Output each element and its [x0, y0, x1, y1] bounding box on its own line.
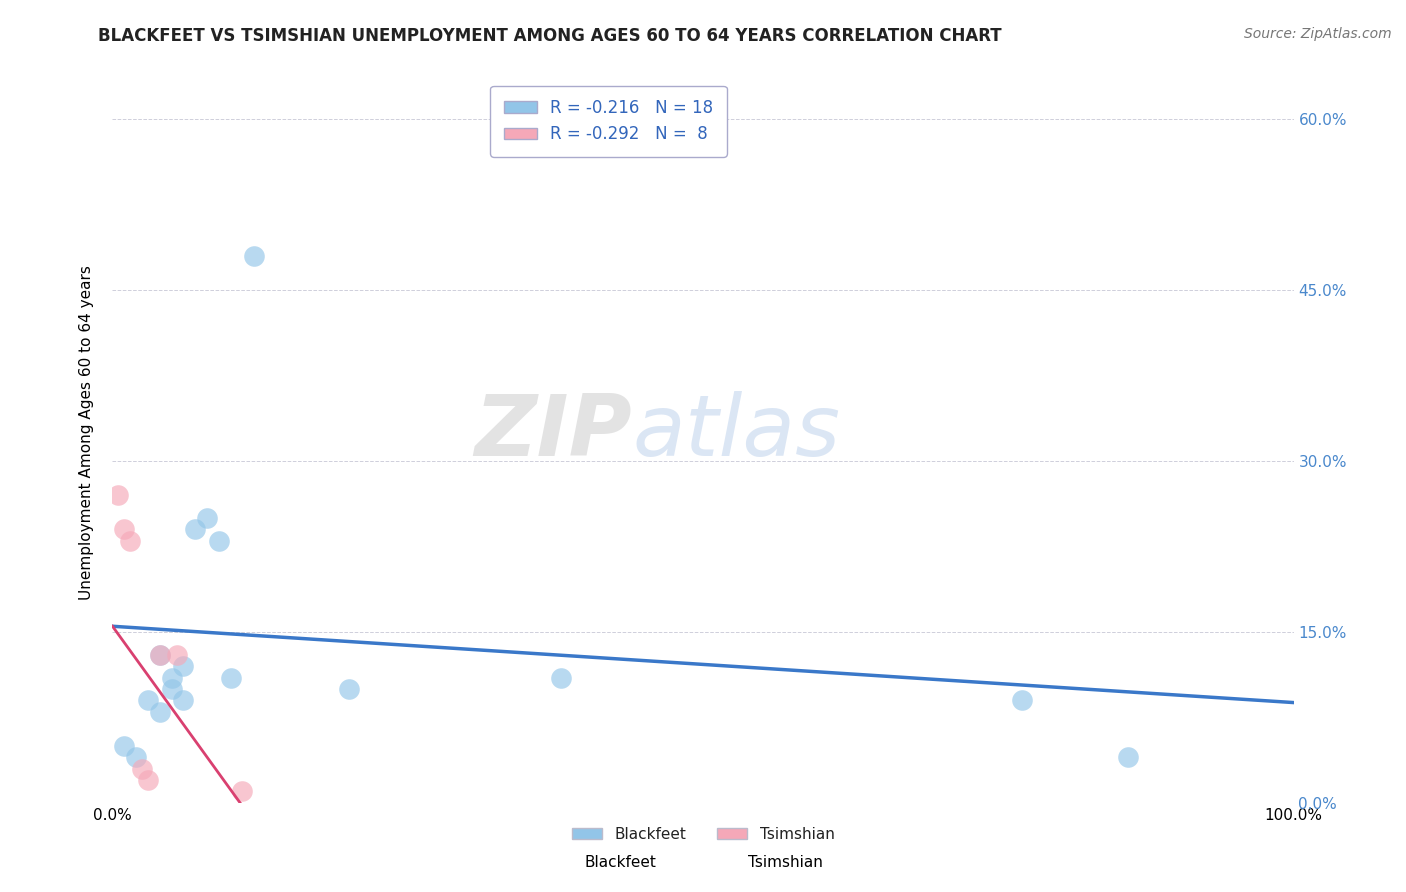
- Point: [160, 681, 183, 696]
- Point: [136, 772, 159, 787]
- Text: Tsimshian: Tsimshian: [748, 855, 823, 870]
- Point: [107, 488, 129, 502]
- Point: [550, 671, 572, 685]
- Point: [149, 648, 172, 662]
- Point: [131, 762, 153, 776]
- Point: [172, 659, 194, 673]
- Point: [337, 681, 360, 696]
- Text: Source: ZipAtlas.com: Source: ZipAtlas.com: [1244, 27, 1392, 41]
- Legend: Blackfeet, Tsimshian: Blackfeet, Tsimshian: [560, 815, 846, 855]
- Point: [120, 533, 142, 548]
- Point: [208, 533, 231, 548]
- Point: [243, 249, 266, 263]
- Point: [1011, 693, 1033, 707]
- Point: [195, 511, 218, 525]
- Text: Blackfeet: Blackfeet: [585, 855, 657, 870]
- Point: [160, 671, 183, 685]
- Point: [184, 523, 207, 537]
- Text: ZIP: ZIP: [474, 391, 633, 475]
- Y-axis label: Unemployment Among Ages 60 to 64 years: Unemployment Among Ages 60 to 64 years: [79, 265, 94, 600]
- Point: [136, 693, 159, 707]
- Point: [219, 671, 242, 685]
- Point: [149, 705, 172, 719]
- Point: [231, 784, 253, 798]
- Text: BLACKFEET VS TSIMSHIAN UNEMPLOYMENT AMONG AGES 60 TO 64 YEARS CORRELATION CHART: BLACKFEET VS TSIMSHIAN UNEMPLOYMENT AMON…: [98, 27, 1002, 45]
- Point: [125, 750, 148, 764]
- Text: atlas: atlas: [633, 391, 841, 475]
- Point: [112, 739, 135, 753]
- Point: [1116, 750, 1139, 764]
- Point: [166, 648, 188, 662]
- Point: [149, 648, 172, 662]
- Point: [172, 693, 194, 707]
- Point: [112, 523, 135, 537]
